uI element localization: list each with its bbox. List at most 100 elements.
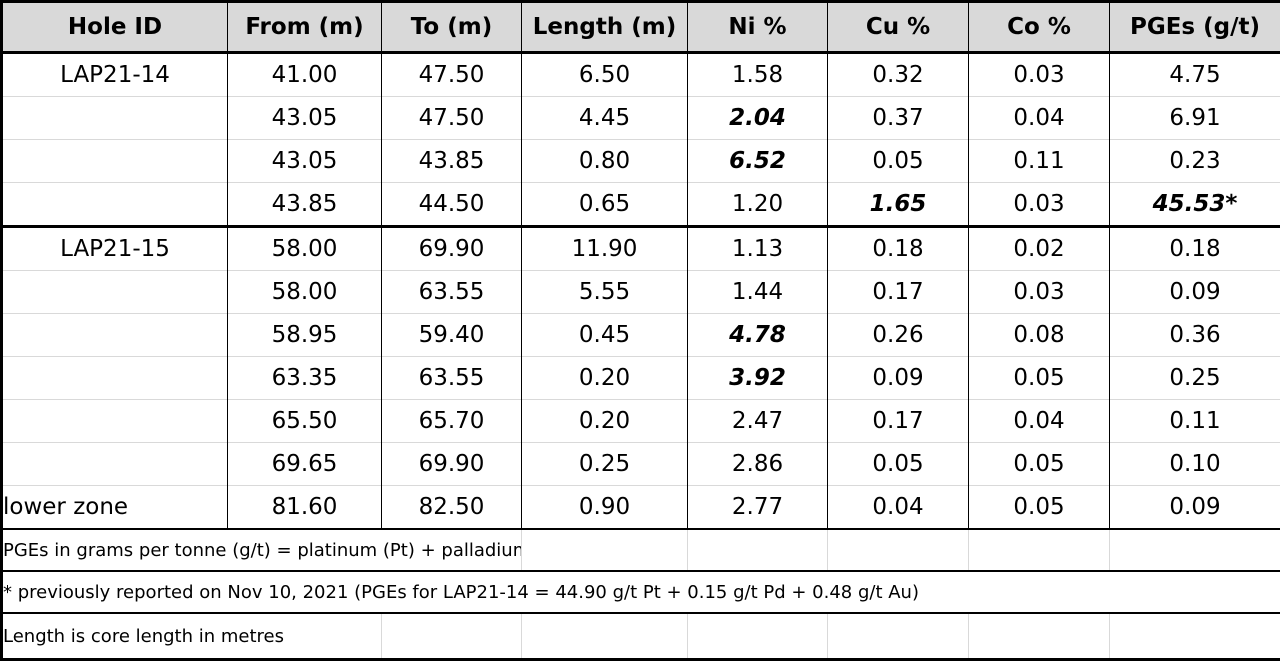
header-from: From (m): [228, 2, 382, 53]
co-cell: 0.05: [969, 486, 1110, 530]
hole-id-cell: [2, 97, 228, 140]
ni-cell-highlight: 3.92: [688, 357, 828, 400]
length-cell: 0.45: [522, 314, 688, 357]
to-cell: 69.90: [382, 227, 522, 271]
from-cell: 58.00: [228, 271, 382, 314]
from-cell: 81.60: [228, 486, 382, 530]
to-cell: 44.50: [382, 183, 522, 227]
pges-cell: 0.09: [1110, 271, 1280, 314]
co-cell: 0.02: [969, 227, 1110, 271]
length-cell: 0.80: [522, 140, 688, 183]
ni-cell: 1.20: [688, 183, 828, 227]
pges-cell: 0.11: [1110, 400, 1280, 443]
co-cell: 0.03: [969, 183, 1110, 227]
from-cell: 65.50: [228, 400, 382, 443]
hole-id-cell: [2, 140, 228, 183]
pges-cell: 6.91: [1110, 97, 1280, 140]
header-ni: Ni %: [688, 2, 828, 53]
pges-cell: 0.18: [1110, 227, 1280, 271]
co-cell: 0.04: [969, 400, 1110, 443]
table-row: lower zone 81.60 82.50 0.90 2.77 0.04 0.…: [2, 486, 1280, 530]
footnote-row: PGEs in grams per tonne (g/t) = platinum…: [2, 529, 1280, 571]
to-cell: 65.70: [382, 400, 522, 443]
cu-cell: 0.09: [828, 357, 969, 400]
length-cell: 0.20: [522, 400, 688, 443]
cu-cell: 0.04: [828, 486, 969, 530]
cu-cell: 0.05: [828, 443, 969, 486]
length-cell: 0.90: [522, 486, 688, 530]
ni-cell-highlight: 2.04: [688, 97, 828, 140]
footnote-row: Length is core length in metres: [2, 613, 1280, 660]
header-co: Co %: [969, 2, 1110, 53]
to-cell: 63.55: [382, 271, 522, 314]
footnote-previously-reported: * previously reported on Nov 10, 2021 (P…: [3, 582, 919, 603]
hole-id-cell: LAP21-14: [2, 53, 228, 97]
hole-id-cell: [2, 357, 228, 400]
length-cell: 0.25: [522, 443, 688, 486]
ni-cell-highlight: 4.78: [688, 314, 828, 357]
co-cell: 0.03: [969, 271, 1110, 314]
ni-cell: 1.58: [688, 53, 828, 97]
length-cell: 6.50: [522, 53, 688, 97]
length-cell: 0.65: [522, 183, 688, 227]
length-cell: 4.45: [522, 97, 688, 140]
hole-id-cell: lower zone: [2, 486, 228, 530]
table-row: 65.50 65.70 0.20 2.47 0.17 0.04 0.11: [2, 400, 1280, 443]
from-cell: 43.05: [228, 140, 382, 183]
co-cell: 0.03: [969, 53, 1110, 97]
to-cell: 43.85: [382, 140, 522, 183]
hole-id-cell: [2, 314, 228, 357]
header-pges: PGEs (g/t): [1110, 2, 1280, 53]
co-cell: 0.05: [969, 443, 1110, 486]
co-cell: 0.05: [969, 357, 1110, 400]
length-cell: 11.90: [522, 227, 688, 271]
hole-id-cell: [2, 271, 228, 314]
ni-cell: 2.77: [688, 486, 828, 530]
cu-cell: 0.18: [828, 227, 969, 271]
to-cell: 82.50: [382, 486, 522, 530]
ni-cell: 1.13: [688, 227, 828, 271]
ni-cell: 2.47: [688, 400, 828, 443]
cu-cell: 0.37: [828, 97, 969, 140]
to-cell: 59.40: [382, 314, 522, 357]
footnote-length-definition: Length is core length in metres: [3, 626, 284, 647]
header-cu: Cu %: [828, 2, 969, 53]
cu-cell: 0.05: [828, 140, 969, 183]
hole-id-cell: [2, 400, 228, 443]
from-cell: 58.95: [228, 314, 382, 357]
to-cell: 47.50: [382, 53, 522, 97]
from-cell: 43.85: [228, 183, 382, 227]
from-cell: 41.00: [228, 53, 382, 97]
footnote-pges-definition: PGEs in grams per tonne (g/t) = platinum…: [3, 540, 522, 561]
ni-cell-highlight: 6.52: [688, 140, 828, 183]
hole-id-cell: [2, 443, 228, 486]
hole-id-cell: LAP21-15: [2, 227, 228, 271]
pges-cell-highlight: 45.53*: [1110, 183, 1280, 227]
length-cell: 0.20: [522, 357, 688, 400]
pges-cell: 0.09: [1110, 486, 1280, 530]
pges-cell: 0.36: [1110, 314, 1280, 357]
header-hole-id: Hole ID: [2, 2, 228, 53]
cu-cell-highlight: 1.65: [828, 183, 969, 227]
from-cell: 58.00: [228, 227, 382, 271]
cu-cell: 0.26: [828, 314, 969, 357]
pges-cell: 0.25: [1110, 357, 1280, 400]
table-row: 58.95 59.40 0.45 4.78 0.26 0.08 0.36: [2, 314, 1280, 357]
table-row: 43.05 43.85 0.80 6.52 0.05 0.11 0.23: [2, 140, 1280, 183]
cu-cell: 0.17: [828, 271, 969, 314]
header-to: To (m): [382, 2, 522, 53]
ni-cell: 1.44: [688, 271, 828, 314]
co-cell: 0.11: [969, 140, 1110, 183]
header-row: Hole ID From (m) To (m) Length (m) Ni % …: [2, 2, 1280, 53]
header-length: Length (m): [522, 2, 688, 53]
cu-cell: 0.17: [828, 400, 969, 443]
length-cell: 5.55: [522, 271, 688, 314]
table-row: LAP21-15 58.00 69.90 11.90 1.13 0.18 0.0…: [2, 227, 1280, 271]
co-cell: 0.04: [969, 97, 1110, 140]
from-cell: 69.65: [228, 443, 382, 486]
pges-cell: 0.10: [1110, 443, 1280, 486]
hole-id-cell: [2, 183, 228, 227]
pges-cell: 4.75: [1110, 53, 1280, 97]
pges-cell: 0.23: [1110, 140, 1280, 183]
